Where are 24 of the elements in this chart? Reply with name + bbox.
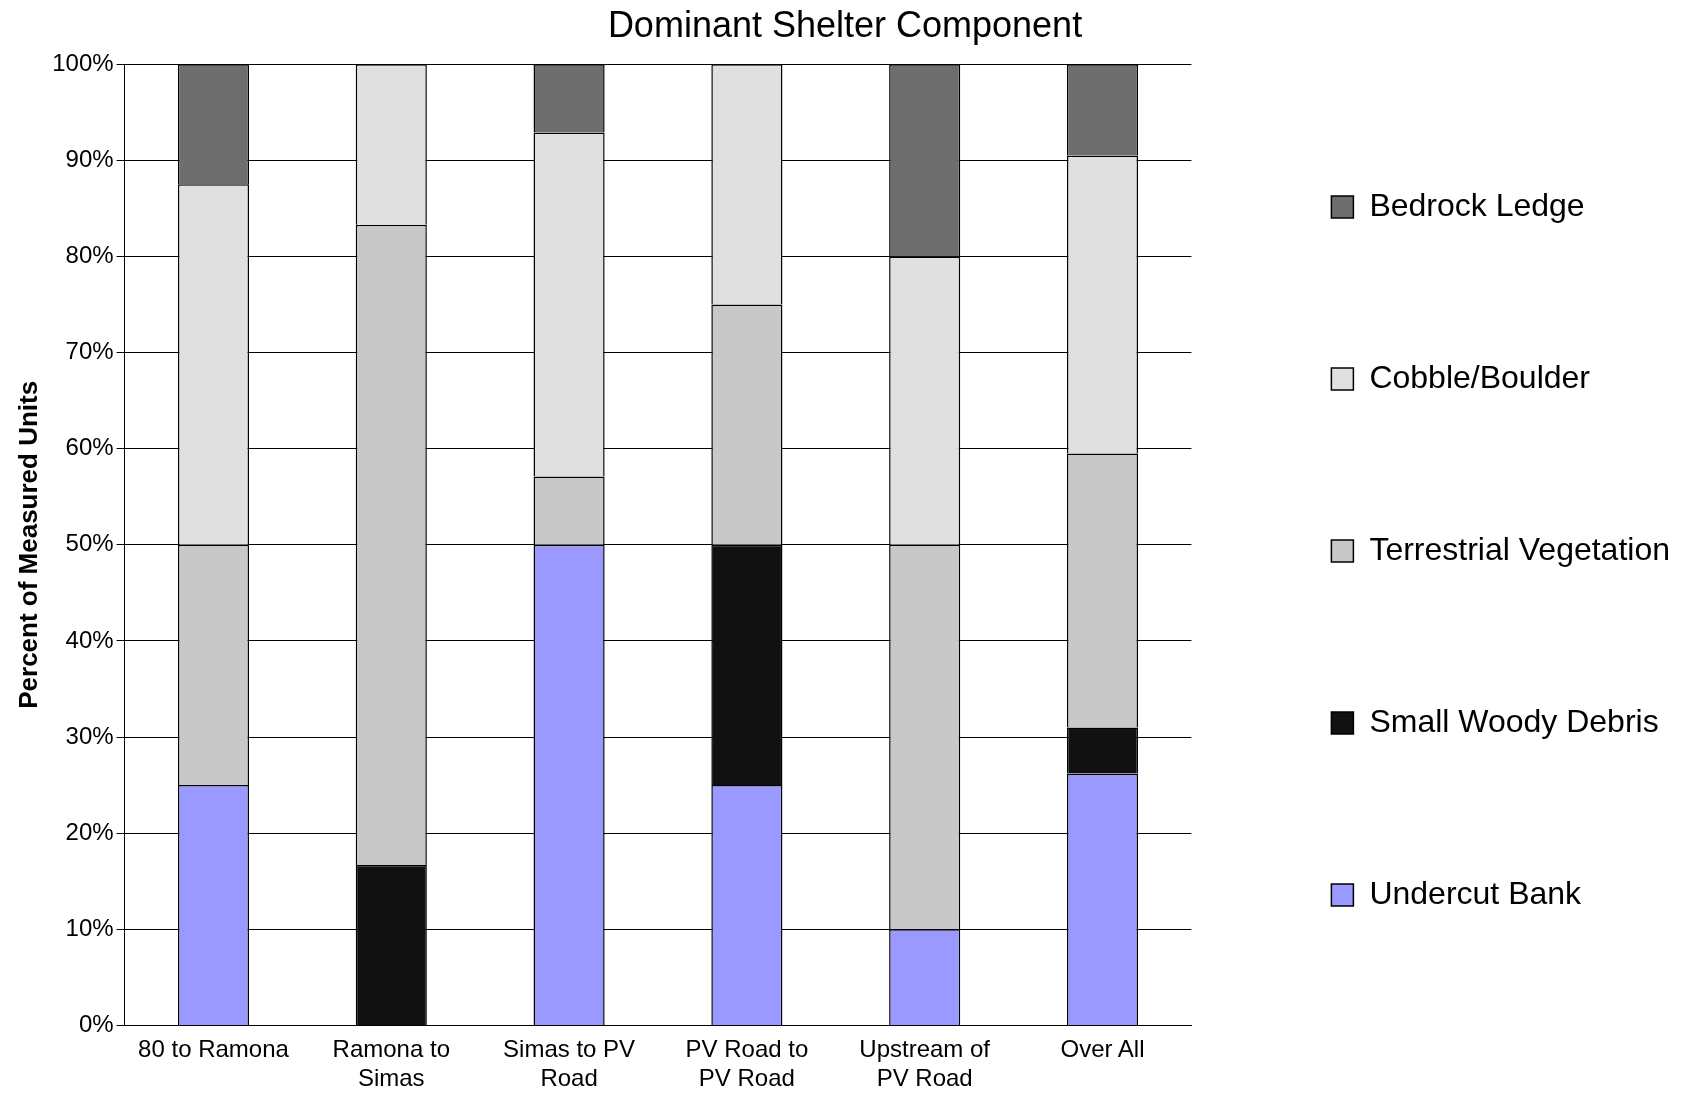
y-tick-label: 40%: [65, 625, 114, 653]
y-tick-label: 60%: [65, 433, 114, 461]
y-tick-label: 100%: [52, 48, 114, 76]
legend-label: Cobble/Boulder: [1369, 358, 1591, 395]
chart-title: Dominant Shelter Component: [607, 3, 1083, 45]
x-tick-label: Over All: [1060, 1035, 1145, 1063]
x-tick-label: Upstream of PV Road: [859, 1035, 991, 1092]
y-tick-label: 20%: [65, 817, 114, 845]
y-tick-label: 70%: [65, 337, 114, 365]
y-tick-label: 90%: [65, 144, 114, 172]
y-tick-label: 0%: [78, 1010, 114, 1038]
y-tick-label: 30%: [65, 721, 114, 749]
y-axis-title: Percent of Measured Units: [12, 380, 43, 709]
x-tick-label: PV Road to PV Road: [685, 1035, 809, 1092]
legend-label: Bedrock Ledge: [1369, 186, 1585, 223]
y-tick-label: 10%: [65, 913, 114, 941]
legend-label: Small Woody Debris: [1369, 702, 1659, 739]
y-tick-label: 50%: [65, 529, 114, 557]
legend-label: Terrestrial Vegetation: [1369, 530, 1670, 567]
legend-label: Undercut Bank: [1369, 874, 1583, 911]
x-tick-label: Ramona to Simas: [332, 1035, 450, 1092]
x-tick-label: 80 to Ramona: [138, 1035, 290, 1063]
x-tick-label: Simas to PV Road: [503, 1035, 636, 1092]
y-tick-label: 80%: [65, 241, 114, 269]
